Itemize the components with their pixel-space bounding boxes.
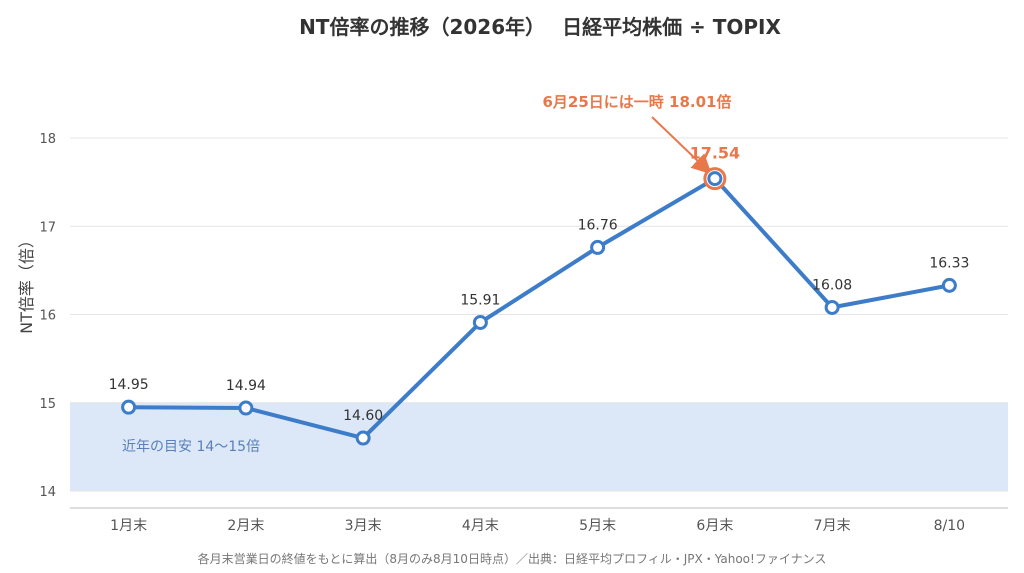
data-point <box>355 430 371 446</box>
data-label: 16.08 <box>812 277 852 293</box>
data-point <box>707 171 723 187</box>
data-point <box>941 277 957 293</box>
footnote: 各月末営業日の終値をもとに算出（8月のみ8月10日時点）／出典：日経平均プロフィ… <box>198 551 827 566</box>
data-label: 15.91 <box>460 292 500 308</box>
y-tick-label: 16 <box>39 309 56 324</box>
x-tick-label: 2月末 <box>227 518 264 534</box>
data-label: 16.76 <box>578 217 618 233</box>
y-axis-label: NT倍率（倍） <box>17 232 36 334</box>
x-tick-label: 5月末 <box>579 518 616 534</box>
data-label: 14.95 <box>109 377 149 393</box>
data-point <box>590 239 606 255</box>
data-label: 14.60 <box>343 408 383 424</box>
data-point <box>824 299 840 315</box>
x-tick-label: 3月末 <box>345 518 382 534</box>
data-label: 17.54 <box>690 144 741 163</box>
y-tick-label: 15 <box>39 397 56 412</box>
y-tick-label: 14 <box>39 485 56 500</box>
x-tick-label: 6月末 <box>696 518 733 534</box>
y-tick-label: 17 <box>39 220 56 235</box>
reference-band-label: 近年の目安 14〜15倍 <box>122 439 260 455</box>
annotation-text: 6月25日には一時 18.01倍 <box>543 93 732 111</box>
data-label: 14.94 <box>226 378 266 394</box>
y-tick-label: 18 <box>39 132 56 147</box>
data-label: 16.33 <box>929 255 969 271</box>
x-tick-label: 7月末 <box>814 518 851 534</box>
x-tick-label: 4月末 <box>462 518 499 534</box>
chart-title: NT倍率の推移（2026年） 日経平均株価 ÷ TOPIX <box>299 15 781 39</box>
x-tick-label: 1月末 <box>110 518 147 534</box>
x-tick-label: 8/10 <box>934 518 965 534</box>
series-line <box>128 176 950 441</box>
annotation-arrow <box>651 116 712 175</box>
data-point <box>472 314 488 330</box>
reference-band <box>70 402 1008 491</box>
data-point <box>238 400 254 416</box>
data-point <box>121 399 137 415</box>
